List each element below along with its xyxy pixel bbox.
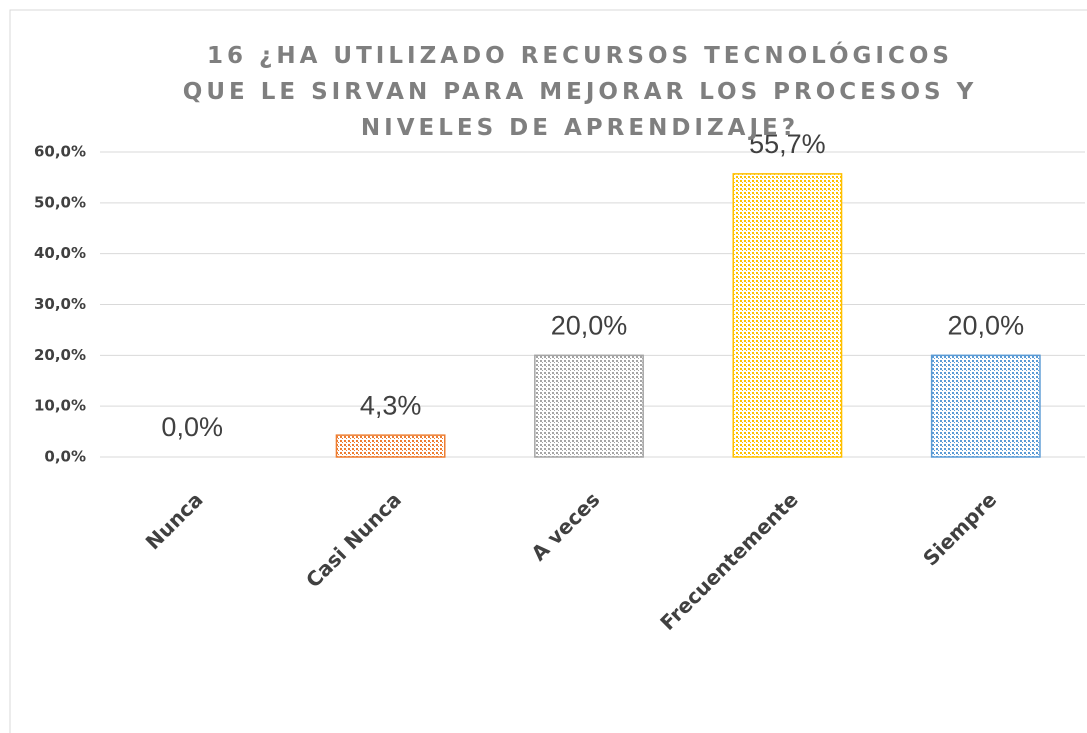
chart-title: 16 ¿HA UTILIZADO RECURSOS TECNOLÓGICOS Q… <box>182 43 978 141</box>
data-label: 0,0% <box>161 412 223 442</box>
x-tick-label: Frecuentemente <box>655 487 803 635</box>
y-tick-label: 60,0% <box>34 143 86 161</box>
data-label: 20,0% <box>948 310 1025 340</box>
y-tick-label: 0,0% <box>44 448 86 466</box>
y-tick-label: 20,0% <box>34 346 86 364</box>
bar <box>335 434 446 458</box>
bar <box>534 354 644 458</box>
bar <box>930 354 1041 458</box>
data-label: 20,0% <box>551 310 628 340</box>
x-tick-label: Nunca <box>141 487 208 554</box>
x-tick-label: Siempre <box>918 487 1001 570</box>
data-label: 55,7% <box>749 129 826 159</box>
y-tick-label: 10,0% <box>34 397 86 415</box>
chart-border <box>9 9 1087 733</box>
x-tick-label: Casi Nunca <box>301 487 406 592</box>
y-tick-label: 30,0% <box>34 295 86 313</box>
x-tick-label: A veces <box>526 487 604 565</box>
bar <box>732 173 843 458</box>
y-tick-label: 50,0% <box>34 193 86 211</box>
y-tick-label: 40,0% <box>34 244 86 262</box>
data-label: 4,3% <box>360 390 422 420</box>
